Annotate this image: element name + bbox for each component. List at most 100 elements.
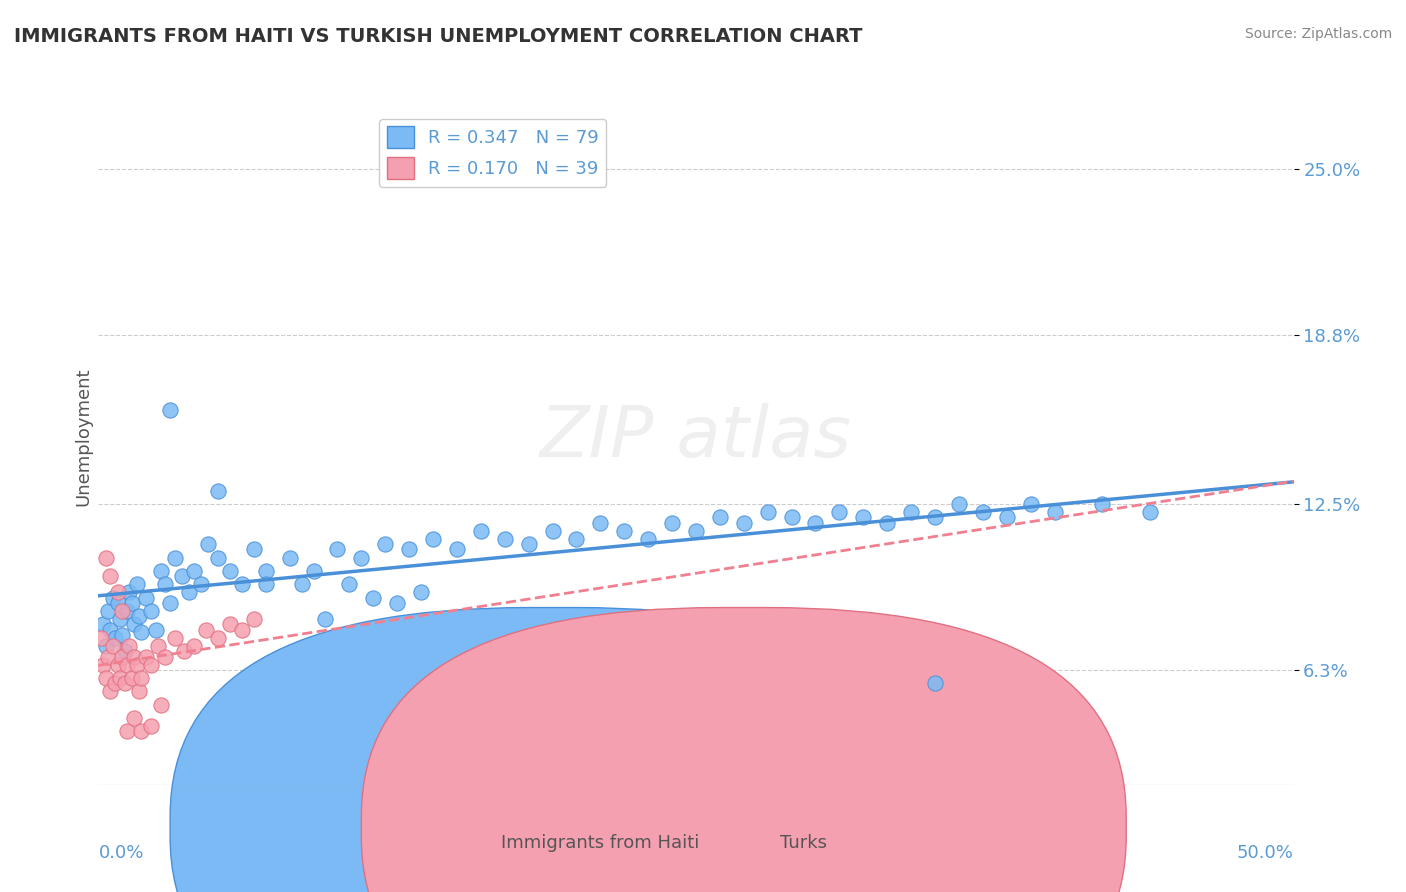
Point bbox=[111, 628, 134, 642]
Text: Immigrants from Haiti: Immigrants from Haiti bbox=[501, 834, 700, 852]
Point bbox=[780, 510, 803, 524]
Point bbox=[108, 671, 131, 685]
Point bbox=[302, 564, 325, 578]
Point bbox=[163, 631, 186, 645]
Point bbox=[709, 510, 731, 524]
Point bbox=[115, 724, 138, 739]
Point bbox=[148, 639, 170, 653]
Point bbox=[972, 505, 994, 519]
Y-axis label: Unemployment: Unemployment bbox=[75, 368, 93, 507]
Text: 50.0%: 50.0% bbox=[1237, 844, 1294, 862]
Point bbox=[541, 524, 564, 538]
Point bbox=[190, 577, 212, 591]
Point bbox=[326, 542, 349, 557]
FancyBboxPatch shape bbox=[361, 607, 1126, 892]
Point bbox=[924, 510, 946, 524]
Point bbox=[114, 644, 136, 658]
Point bbox=[94, 639, 117, 653]
Point bbox=[159, 403, 181, 417]
Point bbox=[995, 510, 1018, 524]
Point bbox=[494, 532, 516, 546]
Point bbox=[470, 524, 492, 538]
Point bbox=[135, 591, 157, 605]
FancyBboxPatch shape bbox=[170, 607, 935, 892]
Point bbox=[876, 516, 898, 530]
Point bbox=[114, 676, 136, 690]
Point bbox=[661, 516, 683, 530]
Point bbox=[97, 604, 120, 618]
Point bbox=[107, 596, 129, 610]
Point bbox=[828, 505, 851, 519]
Point bbox=[1043, 505, 1066, 519]
Point bbox=[756, 505, 779, 519]
Point bbox=[589, 516, 612, 530]
Point bbox=[231, 577, 253, 591]
Point bbox=[339, 577, 361, 591]
Point bbox=[1139, 505, 1161, 519]
Point bbox=[94, 671, 117, 685]
Point bbox=[124, 617, 146, 632]
Text: Turks: Turks bbox=[779, 834, 827, 852]
Point bbox=[121, 596, 143, 610]
Point bbox=[98, 684, 122, 698]
Point bbox=[565, 532, 588, 546]
Point bbox=[128, 609, 150, 624]
Point bbox=[385, 596, 409, 610]
Point bbox=[315, 612, 337, 626]
Text: 0.0%: 0.0% bbox=[98, 844, 143, 862]
Point bbox=[91, 657, 114, 672]
Point bbox=[207, 483, 229, 498]
Point bbox=[517, 537, 540, 551]
Point bbox=[91, 617, 114, 632]
Point bbox=[131, 671, 153, 685]
Point bbox=[139, 657, 162, 672]
Text: ZIP atlas: ZIP atlas bbox=[540, 402, 852, 472]
Point bbox=[948, 497, 970, 511]
Point bbox=[1019, 497, 1042, 511]
Point bbox=[98, 623, 122, 637]
Point bbox=[350, 550, 373, 565]
Point bbox=[145, 623, 167, 637]
Point bbox=[97, 649, 120, 664]
Point bbox=[900, 505, 922, 519]
Point bbox=[685, 524, 707, 538]
Point bbox=[104, 631, 127, 645]
Point bbox=[733, 516, 755, 530]
Point bbox=[804, 516, 827, 530]
Point bbox=[125, 657, 148, 672]
Point bbox=[924, 676, 946, 690]
Point bbox=[101, 639, 124, 653]
Point bbox=[118, 585, 141, 599]
Point bbox=[104, 676, 127, 690]
Point bbox=[613, 524, 636, 538]
Point bbox=[446, 542, 468, 557]
Point bbox=[101, 591, 124, 605]
Point bbox=[207, 550, 229, 565]
Point bbox=[125, 577, 148, 591]
Point bbox=[363, 591, 385, 605]
Point bbox=[149, 698, 172, 712]
Point bbox=[197, 537, 219, 551]
Point bbox=[121, 671, 143, 685]
Point bbox=[183, 564, 205, 578]
Point bbox=[155, 649, 177, 664]
Point bbox=[139, 604, 162, 618]
Point bbox=[422, 532, 444, 546]
Point bbox=[139, 719, 162, 733]
Point bbox=[183, 639, 205, 653]
Text: Source: ZipAtlas.com: Source: ZipAtlas.com bbox=[1244, 27, 1392, 41]
Point bbox=[195, 623, 218, 637]
Point bbox=[291, 577, 314, 591]
Point bbox=[107, 657, 129, 672]
Point bbox=[219, 617, 242, 632]
Point bbox=[128, 684, 150, 698]
Point bbox=[254, 577, 277, 591]
Point bbox=[124, 711, 146, 725]
Point bbox=[115, 604, 138, 618]
Point bbox=[411, 585, 433, 599]
Point bbox=[155, 577, 177, 591]
Point bbox=[398, 542, 420, 557]
Point bbox=[254, 564, 277, 578]
Point bbox=[231, 623, 253, 637]
Point bbox=[94, 550, 117, 565]
